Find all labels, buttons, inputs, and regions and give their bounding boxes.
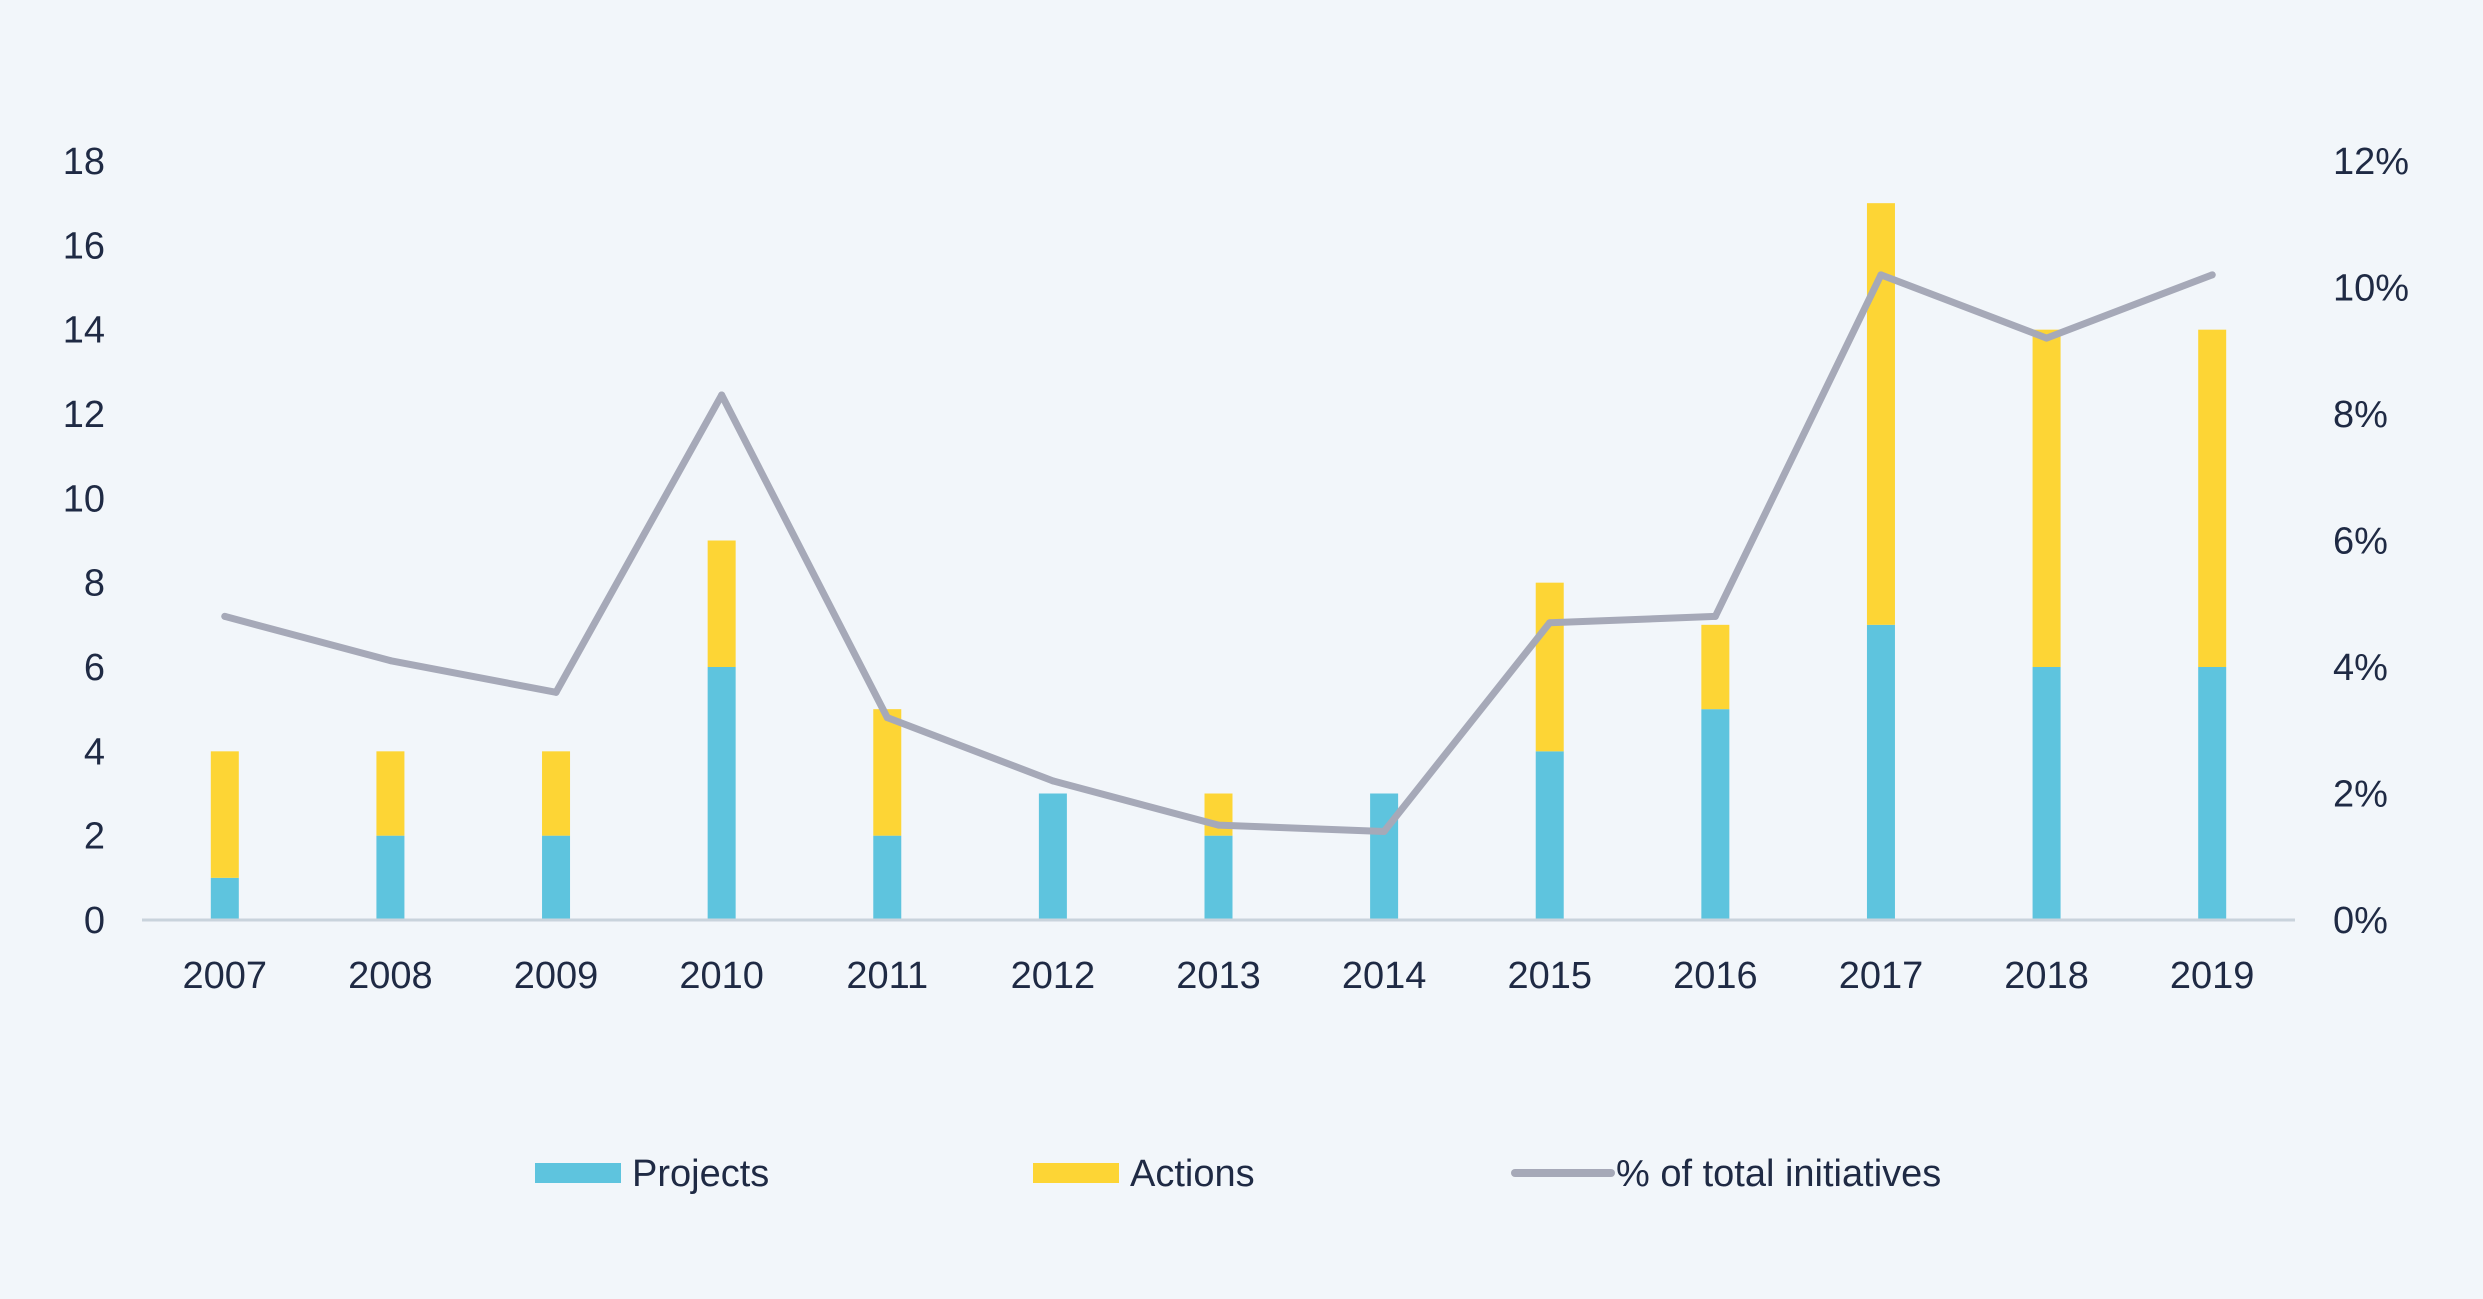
y-left-tick-label: 18 bbox=[63, 141, 105, 183]
line-point-2018 bbox=[2043, 334, 2051, 342]
x-tick-label-2014: 2014 bbox=[1342, 955, 1427, 997]
line-layer bbox=[221, 271, 2216, 835]
y-left-tick-label: 8 bbox=[84, 563, 105, 605]
y-right-tick-label: 6% bbox=[2333, 521, 2388, 563]
x-tick-label-2011: 2011 bbox=[846, 955, 928, 997]
x-axis-ticks: 2007 2008 2009 2010 2011 2012 2013 2014 2015 2016… bbox=[183, 955, 2255, 997]
legend-label-actions: Actions bbox=[1130, 1153, 1255, 1195]
line-point-2015 bbox=[1546, 619, 1554, 627]
legend-swatch-actions bbox=[1033, 1163, 1119, 1183]
right-y-axis-ticks: 0% 2% 4% 6% 8% 10% 12% bbox=[2333, 141, 2409, 942]
y-left-tick-label: 14 bbox=[63, 310, 105, 352]
bar-projects-2009 bbox=[542, 835, 571, 920]
x-tick-label-2007: 2007 bbox=[183, 955, 268, 997]
x-tick-label-2008: 2008 bbox=[348, 955, 433, 997]
x-tick-label-2012: 2012 bbox=[1011, 955, 1096, 997]
x-tick-label-2010: 2010 bbox=[679, 955, 764, 997]
y-left-tick-label: 0 bbox=[84, 900, 105, 942]
bar-projects-2008 bbox=[376, 835, 405, 920]
x-tick-label-2016: 2016 bbox=[1673, 955, 1758, 997]
y-right-tick-label: 0% bbox=[2333, 900, 2388, 942]
bar-projects-2012 bbox=[1038, 793, 1067, 920]
bar-projects-2016 bbox=[1701, 709, 1730, 920]
bar-projects-2007 bbox=[210, 877, 239, 920]
y-right-tick-label: 8% bbox=[2333, 394, 2388, 436]
bar-projects-2013 bbox=[1204, 835, 1233, 920]
line-point-2007 bbox=[221, 612, 229, 620]
left-y-axis-ticks: 0 2 4 6 8 10 12 14 16 18 bbox=[63, 141, 105, 942]
y-right-tick-label: 12% bbox=[2333, 141, 2409, 183]
x-tick-label-2017: 2017 bbox=[1839, 955, 1924, 997]
line-series-pct-total-initiatives bbox=[221, 271, 2216, 835]
legend: Projects Actions % of total initiatives bbox=[535, 1153, 1941, 1195]
y-right-tick-label: 4% bbox=[2333, 647, 2388, 689]
line-point-2012 bbox=[1049, 777, 1057, 785]
line-point-2009 bbox=[552, 688, 560, 696]
y-left-tick-label: 4 bbox=[84, 731, 105, 773]
line-point-2011 bbox=[883, 714, 891, 722]
bar-actions-2019 bbox=[2198, 329, 2227, 667]
line-point-2008 bbox=[386, 657, 394, 665]
line-point-2013 bbox=[1215, 821, 1222, 829]
bar-projects-2015 bbox=[1535, 751, 1564, 920]
x-tick-label-2013: 2013 bbox=[1176, 955, 1261, 997]
bar-projects-2010 bbox=[707, 667, 736, 920]
bar-actions-2010 bbox=[707, 540, 736, 667]
bar-actions-2015 bbox=[1535, 582, 1564, 752]
bar-actions-2016 bbox=[1701, 624, 1730, 710]
y-right-tick-label: 2% bbox=[2333, 774, 2388, 816]
legend-label-of-total-initiatives: % of total initiatives bbox=[1616, 1153, 1941, 1195]
bar-projects-2019 bbox=[2198, 667, 2227, 920]
y-left-tick-label: 2 bbox=[84, 816, 105, 858]
bar-actions-2007 bbox=[210, 751, 239, 878]
x-tick-label-2018: 2018 bbox=[2004, 955, 2089, 997]
x-tick-label-2019: 2019 bbox=[2170, 955, 2255, 997]
y-left-tick-label: 6 bbox=[84, 647, 105, 689]
bar-actions-2018 bbox=[2032, 329, 2061, 667]
line-point-2019 bbox=[2208, 271, 2216, 279]
bar-actions-2017 bbox=[1866, 203, 1895, 625]
line-point-2014 bbox=[1380, 827, 1388, 835]
bar-projects-2017 bbox=[1866, 624, 1895, 920]
line-point-2010 bbox=[718, 391, 726, 399]
bar-projects-2014 bbox=[1370, 793, 1399, 920]
bar-actions-2008 bbox=[376, 751, 405, 836]
bars-layer bbox=[210, 203, 2227, 920]
bar-actions-2009 bbox=[542, 751, 571, 836]
x-tick-label-2015: 2015 bbox=[1507, 955, 1592, 997]
line-point-2017 bbox=[1877, 271, 1885, 279]
y-right-tick-label: 10% bbox=[2333, 268, 2409, 310]
x-tick-label-2009: 2009 bbox=[514, 955, 599, 997]
bar-projects-2011 bbox=[873, 835, 902, 920]
legend-swatch-projects bbox=[535, 1163, 621, 1183]
legend-label-projects: Projects bbox=[632, 1153, 769, 1195]
bar-actions-2013 bbox=[1204, 793, 1233, 836]
y-left-tick-label: 16 bbox=[63, 225, 105, 267]
line-point-2016 bbox=[1711, 612, 1719, 620]
y-left-tick-label: 12 bbox=[63, 394, 105, 436]
y-left-tick-label: 10 bbox=[63, 478, 105, 520]
bar-projects-2018 bbox=[2032, 667, 2061, 920]
bar-actions-2011 bbox=[873, 709, 902, 836]
